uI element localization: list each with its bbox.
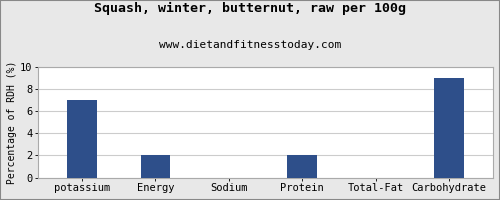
Bar (67, 100, 96, 178)
Text: www.dietandfitnesstoday.com: www.dietandfitnesstoday.com (159, 40, 341, 50)
Bar (140, 155, 170, 178)
Text: Squash, winter, butternut, raw per 100g: Squash, winter, butternut, raw per 100g (94, 2, 406, 15)
Y-axis label: Percentage of RDH (%): Percentage of RDH (%) (7, 61, 17, 184)
Bar (434, 78, 464, 178)
Bar (288, 155, 317, 178)
